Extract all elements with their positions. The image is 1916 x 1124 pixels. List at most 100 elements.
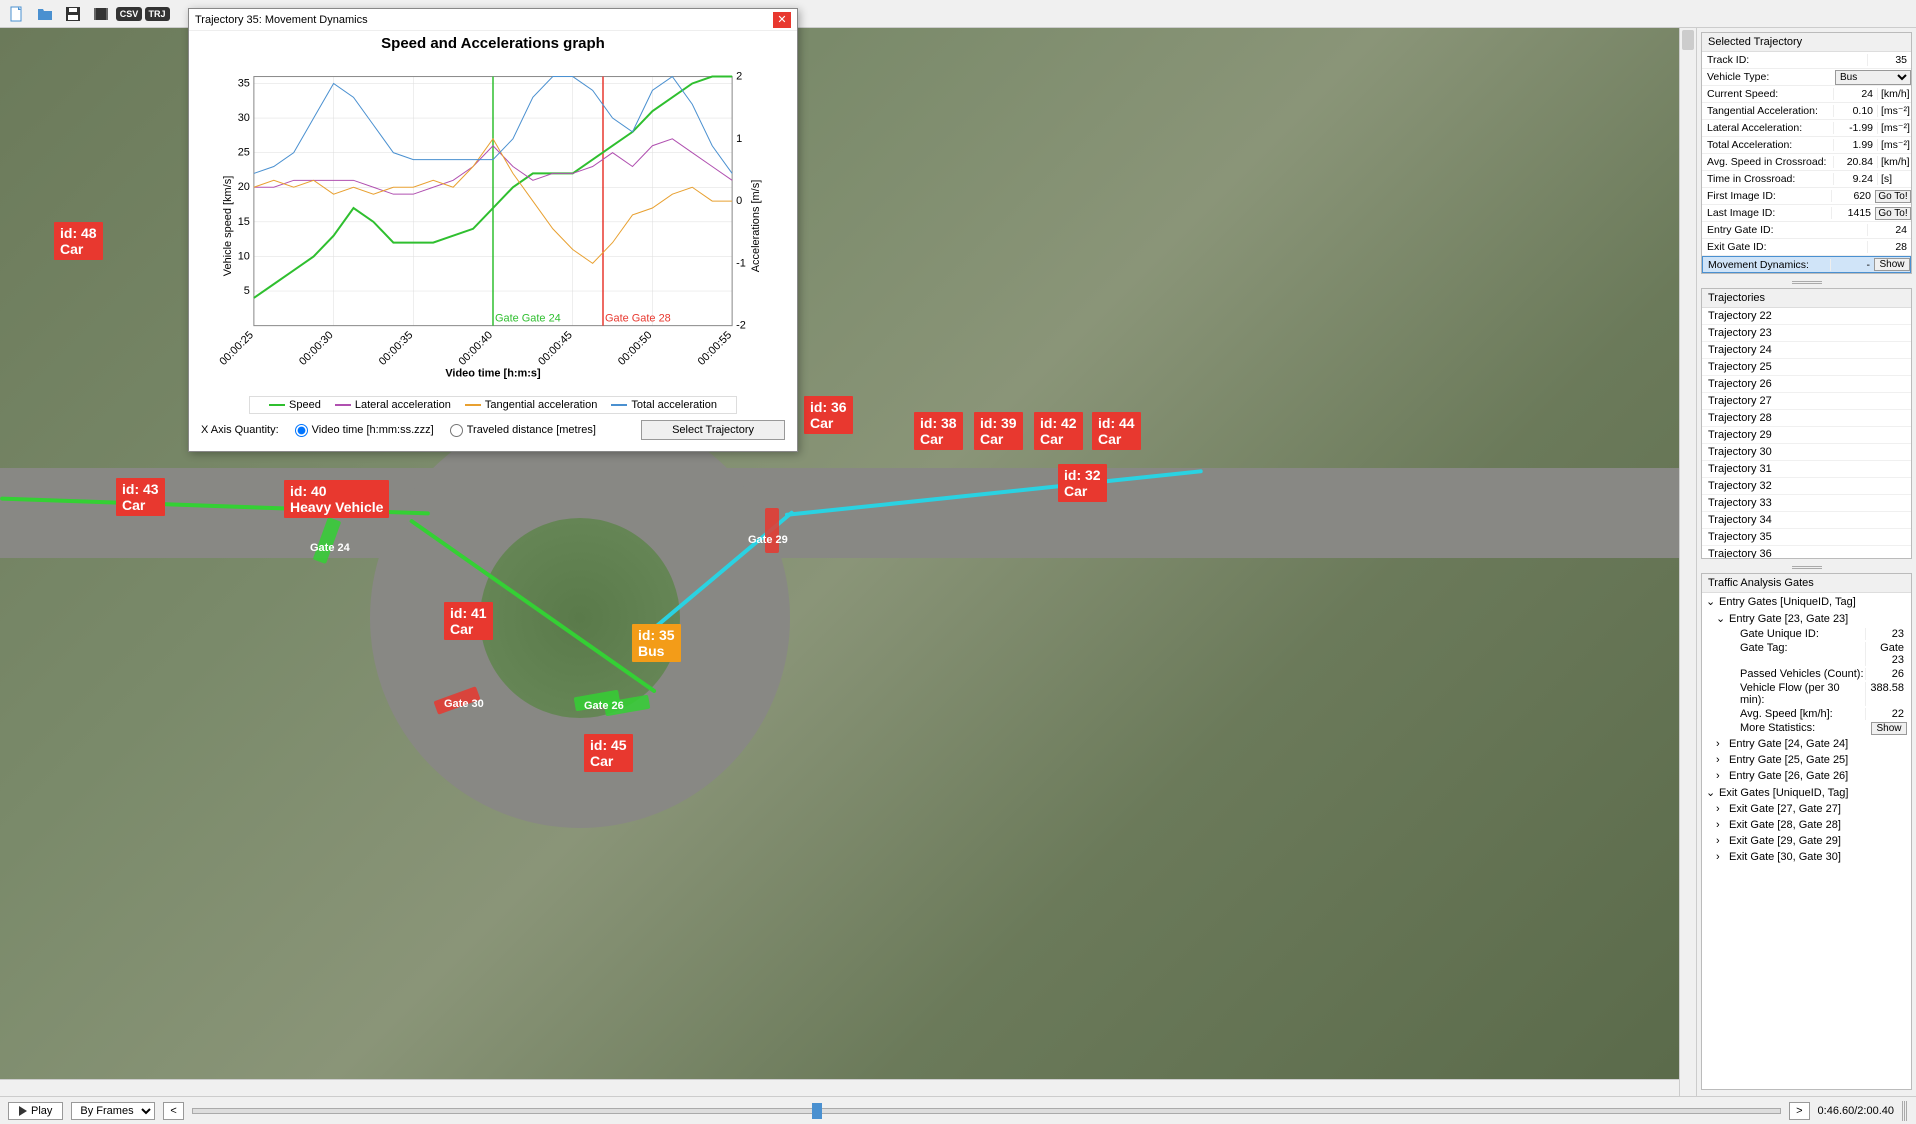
svg-text:Accelerations [m/s]: Accelerations [m/s] (750, 180, 762, 273)
property-label: Total Acceleration: (1702, 139, 1833, 151)
tree-item[interactable]: ›Exit Gate [27, Gate 27] (1702, 801, 1911, 817)
list-item[interactable]: Trajectory 24 (1702, 342, 1911, 359)
csv-export-button[interactable]: CSV (118, 3, 140, 25)
playback-mode-select[interactable]: By Frames (71, 1102, 155, 1120)
list-item[interactable]: Trajectory 28 (1702, 410, 1911, 427)
vertical-scrollbar[interactable] (1679, 28, 1696, 1096)
tree-item[interactable]: ›Entry Gate [26, Gate 26] (1702, 768, 1911, 784)
tree-item[interactable]: ›Exit Gate [29, Gate 29] (1702, 833, 1911, 849)
vehicle-label[interactable]: id: 43Car (116, 478, 165, 516)
property-unit: [ms⁻²] (1877, 139, 1911, 151)
list-item[interactable]: Trajectory 30 (1702, 444, 1911, 461)
list-item[interactable]: Trajectory 26 (1702, 376, 1911, 393)
horizontal-scrollbar[interactable] (0, 1079, 1679, 1096)
resize-grip[interactable] (1902, 1101, 1908, 1121)
svg-text:Gate Gate 24: Gate Gate 24 (495, 313, 561, 325)
seek-thumb[interactable] (812, 1103, 822, 1119)
property-row: First Image ID:620Go To! (1702, 188, 1911, 205)
svg-text:Vehicle speed [km/s]: Vehicle speed [km/s] (222, 176, 234, 276)
property-action-button[interactable]: Go To! (1875, 190, 1911, 203)
chart-area: 5101520253035-2-101200:00:2500:00:3000:0… (189, 56, 797, 396)
property-label: Entry Gate ID: (1702, 224, 1867, 236)
property-value: -1.99 (1833, 122, 1877, 134)
vehicle-label[interactable]: id: 40Heavy Vehicle (284, 480, 389, 518)
gate-label: Gate 26 (584, 700, 624, 712)
svg-text:00:00:45: 00:00:45 (536, 329, 575, 368)
step-forward-button[interactable]: > (1789, 1102, 1809, 1120)
list-item[interactable]: Trajectory 33 (1702, 495, 1911, 512)
trajectories-list[interactable]: Trajectory 22Trajectory 23Trajectory 24T… (1702, 308, 1911, 558)
playback-bar: Play By Frames < > 0:46.60/2:00.40 (0, 1096, 1916, 1124)
chart-legend: SpeedLateral accelerationTangential acce… (249, 396, 737, 414)
list-item[interactable]: Trajectory 36 (1702, 546, 1911, 558)
svg-text:10: 10 (238, 250, 250, 262)
vehicle-label[interactable]: id: 41Car (444, 602, 493, 640)
property-row: Total Acceleration:1.99[ms⁻²] (1702, 137, 1911, 154)
new-file-icon[interactable] (6, 3, 28, 25)
svg-text:Video time [h:m:s]: Video time [h:m:s] (445, 367, 541, 379)
property-value: 620 (1831, 190, 1875, 202)
tree-item[interactable]: ›Entry Gate [24, Gate 24] (1702, 736, 1911, 752)
list-item[interactable]: Trajectory 29 (1702, 427, 1911, 444)
property-action-button[interactable]: Go To! (1875, 207, 1911, 220)
svg-text:00:00:25: 00:00:25 (219, 329, 256, 368)
list-item[interactable]: Trajectory 27 (1702, 393, 1911, 410)
x-axis-quantity-label: X Axis Quantity: (201, 424, 279, 436)
property-row: Current Speed:24[km/h] (1702, 86, 1911, 103)
property-unit: [km/h] (1877, 156, 1911, 168)
list-item[interactable]: Trajectory 35 (1702, 529, 1911, 546)
save-icon[interactable] (62, 3, 84, 25)
tree-item[interactable]: ⌄Exit Gates [UniqueID, Tag] (1702, 784, 1911, 801)
select-trajectory-button[interactable]: Select Trajectory (641, 420, 785, 440)
tree-item[interactable]: ›Exit Gate [30, Gate 30] (1702, 849, 1911, 865)
tree-action-button[interactable]: Show (1871, 722, 1907, 735)
vehicle-label[interactable]: id: 44Car (1092, 412, 1141, 450)
list-item[interactable]: Trajectory 32 (1702, 478, 1911, 495)
property-row: Time in Crossroad:9.24[s] (1702, 171, 1911, 188)
open-folder-icon[interactable] (34, 3, 56, 25)
vehicle-label[interactable]: id: 45Car (584, 734, 633, 772)
seek-bar[interactable] (192, 1108, 1781, 1114)
tree-item[interactable]: ›Entry Gate [25, Gate 25] (1702, 752, 1911, 768)
property-label: Vehicle Type: (1702, 71, 1835, 83)
trj-export-button[interactable]: TRJ (146, 3, 168, 25)
vehicle-label[interactable]: id: 32Car (1058, 464, 1107, 502)
list-item[interactable]: Trajectory 25 (1702, 359, 1911, 376)
svg-text:-2: -2 (736, 320, 746, 332)
property-row: Track ID:35 (1702, 52, 1911, 69)
vehicle-label[interactable]: id: 39Car (974, 412, 1023, 450)
property-label: Exit Gate ID: (1702, 241, 1867, 253)
list-item[interactable]: Trajectory 23 (1702, 325, 1911, 342)
vehicle-label[interactable]: id: 48Car (54, 222, 103, 260)
svg-text:00:00:30: 00:00:30 (297, 329, 336, 368)
tree-item[interactable]: ⌄Entry Gate [23, Gate 23] (1702, 610, 1911, 627)
step-back-button[interactable]: < (163, 1102, 183, 1120)
list-item[interactable]: Trajectory 31 (1702, 461, 1911, 478)
svg-text:0: 0 (736, 195, 742, 207)
tree-property-row: Passed Vehicles (Count):26 (1702, 667, 1911, 681)
list-item[interactable]: Trajectory 22 (1702, 308, 1911, 325)
legend-item: Tangential acceleration (465, 399, 598, 411)
gate-label: Gate 29 (748, 534, 788, 546)
vehicle-label[interactable]: id: 36Car (804, 396, 853, 434)
film-icon[interactable] (90, 3, 112, 25)
vehicle-label[interactable]: id: 42Car (1034, 412, 1083, 450)
radio-video-time[interactable]: Video time [h:mm:ss.zzz] (295, 424, 434, 437)
list-item[interactable]: Trajectory 34 (1702, 512, 1911, 529)
movement-dynamics-dialog: Trajectory 35: Movement Dynamics ✕ Speed… (188, 8, 798, 452)
side-panel: Selected Trajectory Track ID:35Vehicle T… (1696, 28, 1916, 1096)
radio-distance[interactable]: Traveled distance [metres] (450, 424, 596, 437)
close-icon[interactable]: ✕ (773, 12, 791, 28)
property-action-button[interactable]: Show (1874, 258, 1910, 271)
trajectories-title: Trajectories (1702, 289, 1911, 308)
svg-text:00:00:50: 00:00:50 (616, 329, 655, 368)
legend-item: Total acceleration (611, 399, 717, 411)
gates-tree[interactable]: ⌄Entry Gates [UniqueID, Tag]⌄Entry Gate … (1702, 593, 1911, 1089)
dialog-titlebar[interactable]: Trajectory 35: Movement Dynamics ✕ (189, 9, 797, 31)
vehicle-type-select[interactable]: Bus (1835, 70, 1911, 85)
vehicle-label[interactable]: id: 35Bus (632, 624, 681, 662)
vehicle-label[interactable]: id: 38Car (914, 412, 963, 450)
play-button[interactable]: Play (8, 1102, 63, 1120)
tree-item[interactable]: ⌄Entry Gates [UniqueID, Tag] (1702, 593, 1911, 610)
tree-item[interactable]: ›Exit Gate [28, Gate 28] (1702, 817, 1911, 833)
